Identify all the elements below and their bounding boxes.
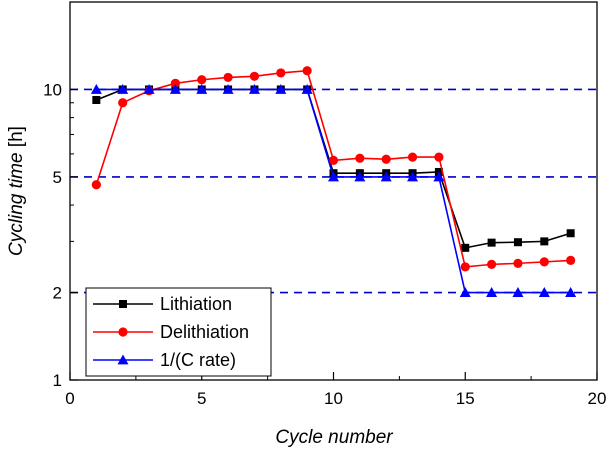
- data-point: [92, 95, 101, 104]
- data-point: [565, 287, 577, 297]
- series-lithiation: [92, 85, 575, 252]
- data-point: [248, 83, 260, 94]
- x-tick-label: 20: [588, 389, 607, 408]
- series-line: [95, 69, 571, 268]
- series-line: [96, 88, 571, 294]
- y-tick-label: 10: [43, 80, 62, 99]
- x-tick-label: 15: [456, 389, 475, 408]
- data-point: [460, 262, 470, 272]
- data-point: [434, 152, 444, 162]
- x-tick-label: 10: [324, 389, 343, 408]
- data-point: [461, 243, 470, 252]
- data-point: [512, 287, 524, 297]
- data-point: [354, 171, 366, 182]
- series-1-c-rate-: [90, 83, 577, 297]
- legend-marker: [117, 354, 129, 365]
- data-point: [540, 237, 549, 246]
- data-point: [276, 68, 286, 78]
- y-axis-title-unit: [h]: [6, 126, 27, 152]
- x-tick-label: 5: [197, 389, 206, 408]
- data-point: [170, 78, 180, 88]
- y-tick-label: 5: [53, 168, 62, 187]
- data-point: [566, 229, 575, 238]
- x-axis-title: Cycle number: [275, 427, 393, 448]
- data-point: [222, 83, 234, 94]
- data-point: [539, 257, 549, 267]
- data-point: [301, 83, 313, 94]
- y-tick-label: 1: [53, 371, 62, 390]
- series-delithiation: [91, 66, 576, 272]
- data-point: [538, 287, 550, 297]
- data-point: [196, 83, 208, 94]
- legend-label: 1/(C rate): [160, 350, 236, 370]
- data-point: [487, 259, 497, 269]
- data-point: [90, 83, 102, 94]
- data-point: [169, 83, 181, 94]
- series-layer: [90, 66, 577, 297]
- data-point: [566, 255, 576, 266]
- data-point: [355, 153, 365, 163]
- data-point: [91, 180, 101, 190]
- ticks-layer: 0 5 10 15 20 1 2 5 10: [43, 80, 606, 408]
- data-point: [433, 171, 445, 182]
- data-point: [249, 71, 260, 81]
- legend-marker: [119, 300, 127, 308]
- data-point: [407, 152, 418, 162]
- data-point: [459, 287, 471, 297]
- data-point: [513, 258, 523, 268]
- x-tick-label: 0: [65, 389, 74, 408]
- data-point: [487, 238, 496, 247]
- series-line: [96, 88, 571, 249]
- data-point: [407, 171, 419, 182]
- data-point: [328, 155, 339, 165]
- data-point: [143, 83, 155, 94]
- legend-label: Delithiation: [160, 322, 249, 342]
- y-tick-label: 2: [53, 284, 62, 303]
- y-axis-title: Cycling time [h]: [6, 126, 27, 256]
- data-point: [275, 83, 287, 94]
- data-point: [118, 98, 128, 108]
- data-point: [223, 72, 233, 83]
- data-point: [486, 287, 498, 297]
- data-point: [197, 75, 207, 85]
- y-axis-title-main: Cycling time: [6, 152, 27, 255]
- legend: Lithiation Delithiation 1/(C rate): [85, 287, 272, 377]
- data-point: [117, 83, 129, 94]
- data-point: [513, 238, 522, 247]
- data-point: [302, 66, 312, 76]
- data-point: [381, 154, 391, 164]
- data-point: [380, 171, 392, 182]
- legend-label: Lithiation: [160, 294, 232, 314]
- data-point: [328, 171, 339, 182]
- legend-marker: [118, 327, 128, 337]
